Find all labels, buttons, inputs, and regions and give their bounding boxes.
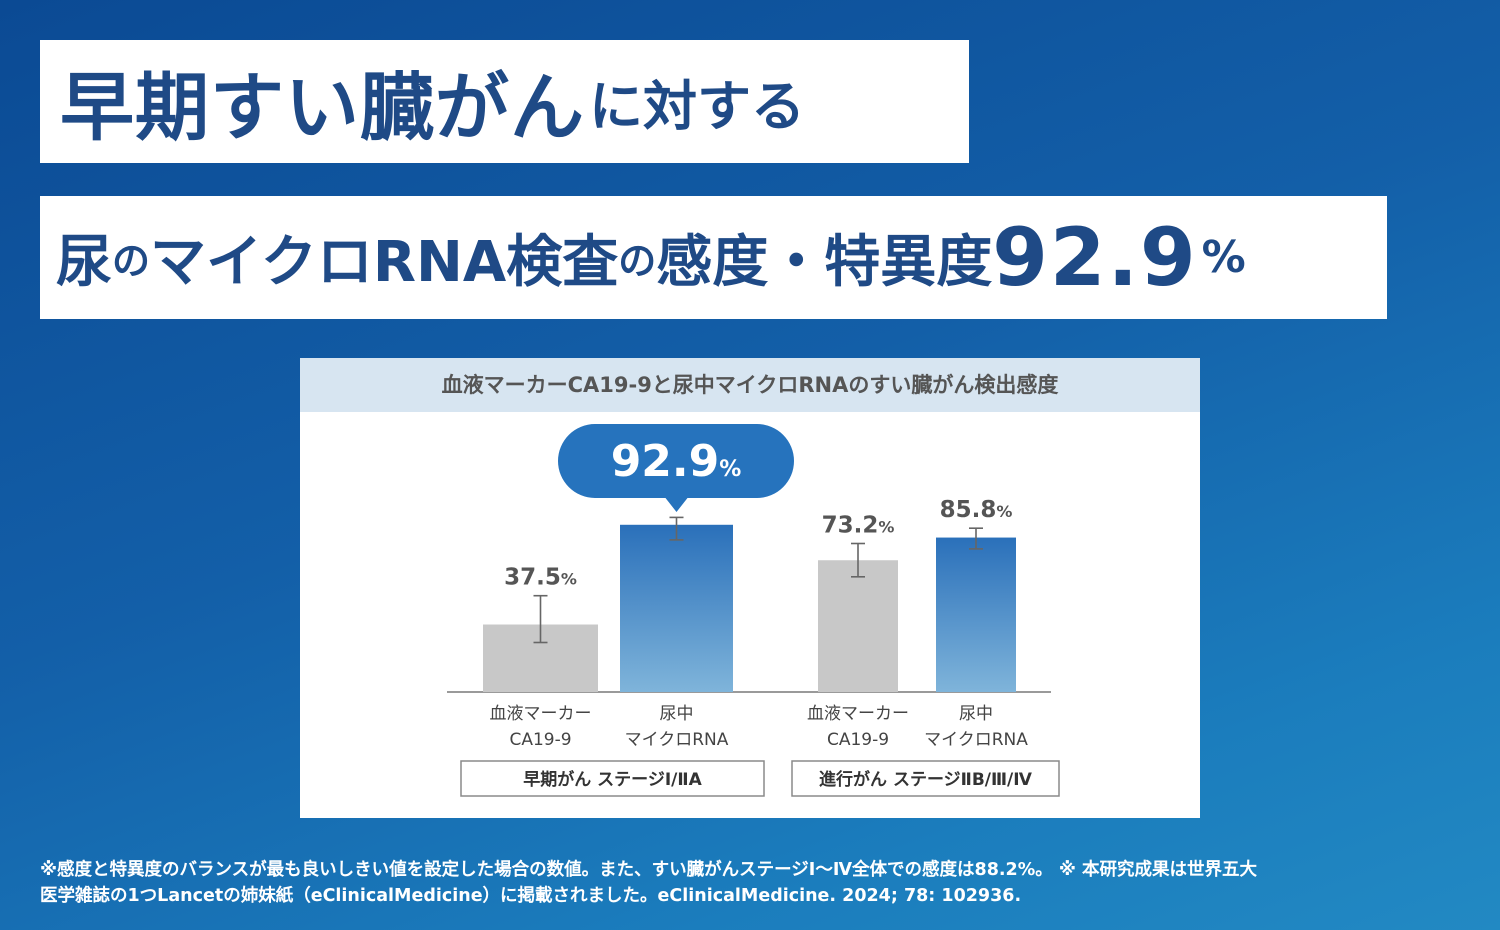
group-label-0: 早期がん ステージⅠ/ⅡA bbox=[523, 769, 702, 790]
bar-1 bbox=[620, 524, 733, 692]
value-label-3: 85.8% bbox=[940, 497, 1013, 523]
bar-3 bbox=[936, 537, 1016, 692]
value-label-0: 37.5% bbox=[504, 565, 577, 591]
value-label-2: 73.2% bbox=[822, 513, 895, 539]
footnote: ※感度と特異度のバランスが最も良いしきい値を設定した場合の数値。また、すい臓がん… bbox=[40, 857, 1480, 909]
headline-particle-no-1: の bbox=[112, 239, 151, 283]
category-label-3-line1: 尿中 bbox=[959, 704, 993, 724]
headline-sensitivity-specificity: 感度・特異度 bbox=[656, 230, 993, 295]
headline-percent: % bbox=[1201, 232, 1246, 283]
headline-mirna-test: マイクロRNA検査 bbox=[150, 230, 619, 295]
group-box-1 bbox=[791, 760, 1060, 797]
chart-title: 血液マーカーCA19-9と尿中マイクロRNAのすい臓がん検出感度 bbox=[300, 358, 1200, 412]
callout-value: 92.9% bbox=[611, 436, 742, 487]
bar-chart: 37.5% 血液マーカー CA19-9 尿中マイクロRNA 73.2% 血液マーカー CA1… bbox=[447, 424, 1060, 797]
footnote-line-2: 医学雑誌の1つLancetの姉妹紙（eClinicalMedicine）に掲載さ… bbox=[40, 886, 1022, 906]
category-label-1-line1: 尿中 bbox=[660, 704, 694, 724]
category-label-2-line1: 血液マーカー bbox=[807, 704, 909, 724]
category-label-2-line2: CA19-9 bbox=[827, 730, 889, 750]
category-label-0-line2: CA19-9 bbox=[509, 730, 571, 750]
chart-card: 血液マーカーCA19-9と尿中マイクロRNAのすい臓がん検出感度 37.5% 血液… bbox=[300, 358, 1200, 818]
bar-2 bbox=[818, 560, 898, 692]
headline-for: に対する bbox=[589, 75, 805, 138]
headline-urine: 尿 bbox=[56, 230, 112, 295]
headline-particle-no-2: の bbox=[618, 239, 657, 283]
headline-value: 92.9 bbox=[992, 211, 1198, 304]
headline-disease: 早期すい臓がん bbox=[60, 65, 585, 151]
group-label-1: 進行がん ステージⅡB/Ⅲ/Ⅳ bbox=[819, 769, 1032, 790]
category-label-0-line1: 血液マーカー bbox=[490, 704, 592, 724]
group-box-0 bbox=[460, 760, 765, 797]
headline-line-1: 早期すい臓がん に対する bbox=[40, 40, 969, 163]
headline-line-2: 尿 の マイクロRNA検査 の 感度・特異度 92.9 % bbox=[40, 196, 1387, 319]
footnote-line-1: ※感度と特異度のバランスが最も良いしきい値を設定した場合の数値。また、すい臓がん… bbox=[40, 860, 1257, 880]
callout-bubble bbox=[558, 424, 794, 512]
category-label-1-line2: マイクロRNA bbox=[625, 730, 729, 750]
category-label-3-line2: マイクロRNA bbox=[924, 730, 1028, 750]
